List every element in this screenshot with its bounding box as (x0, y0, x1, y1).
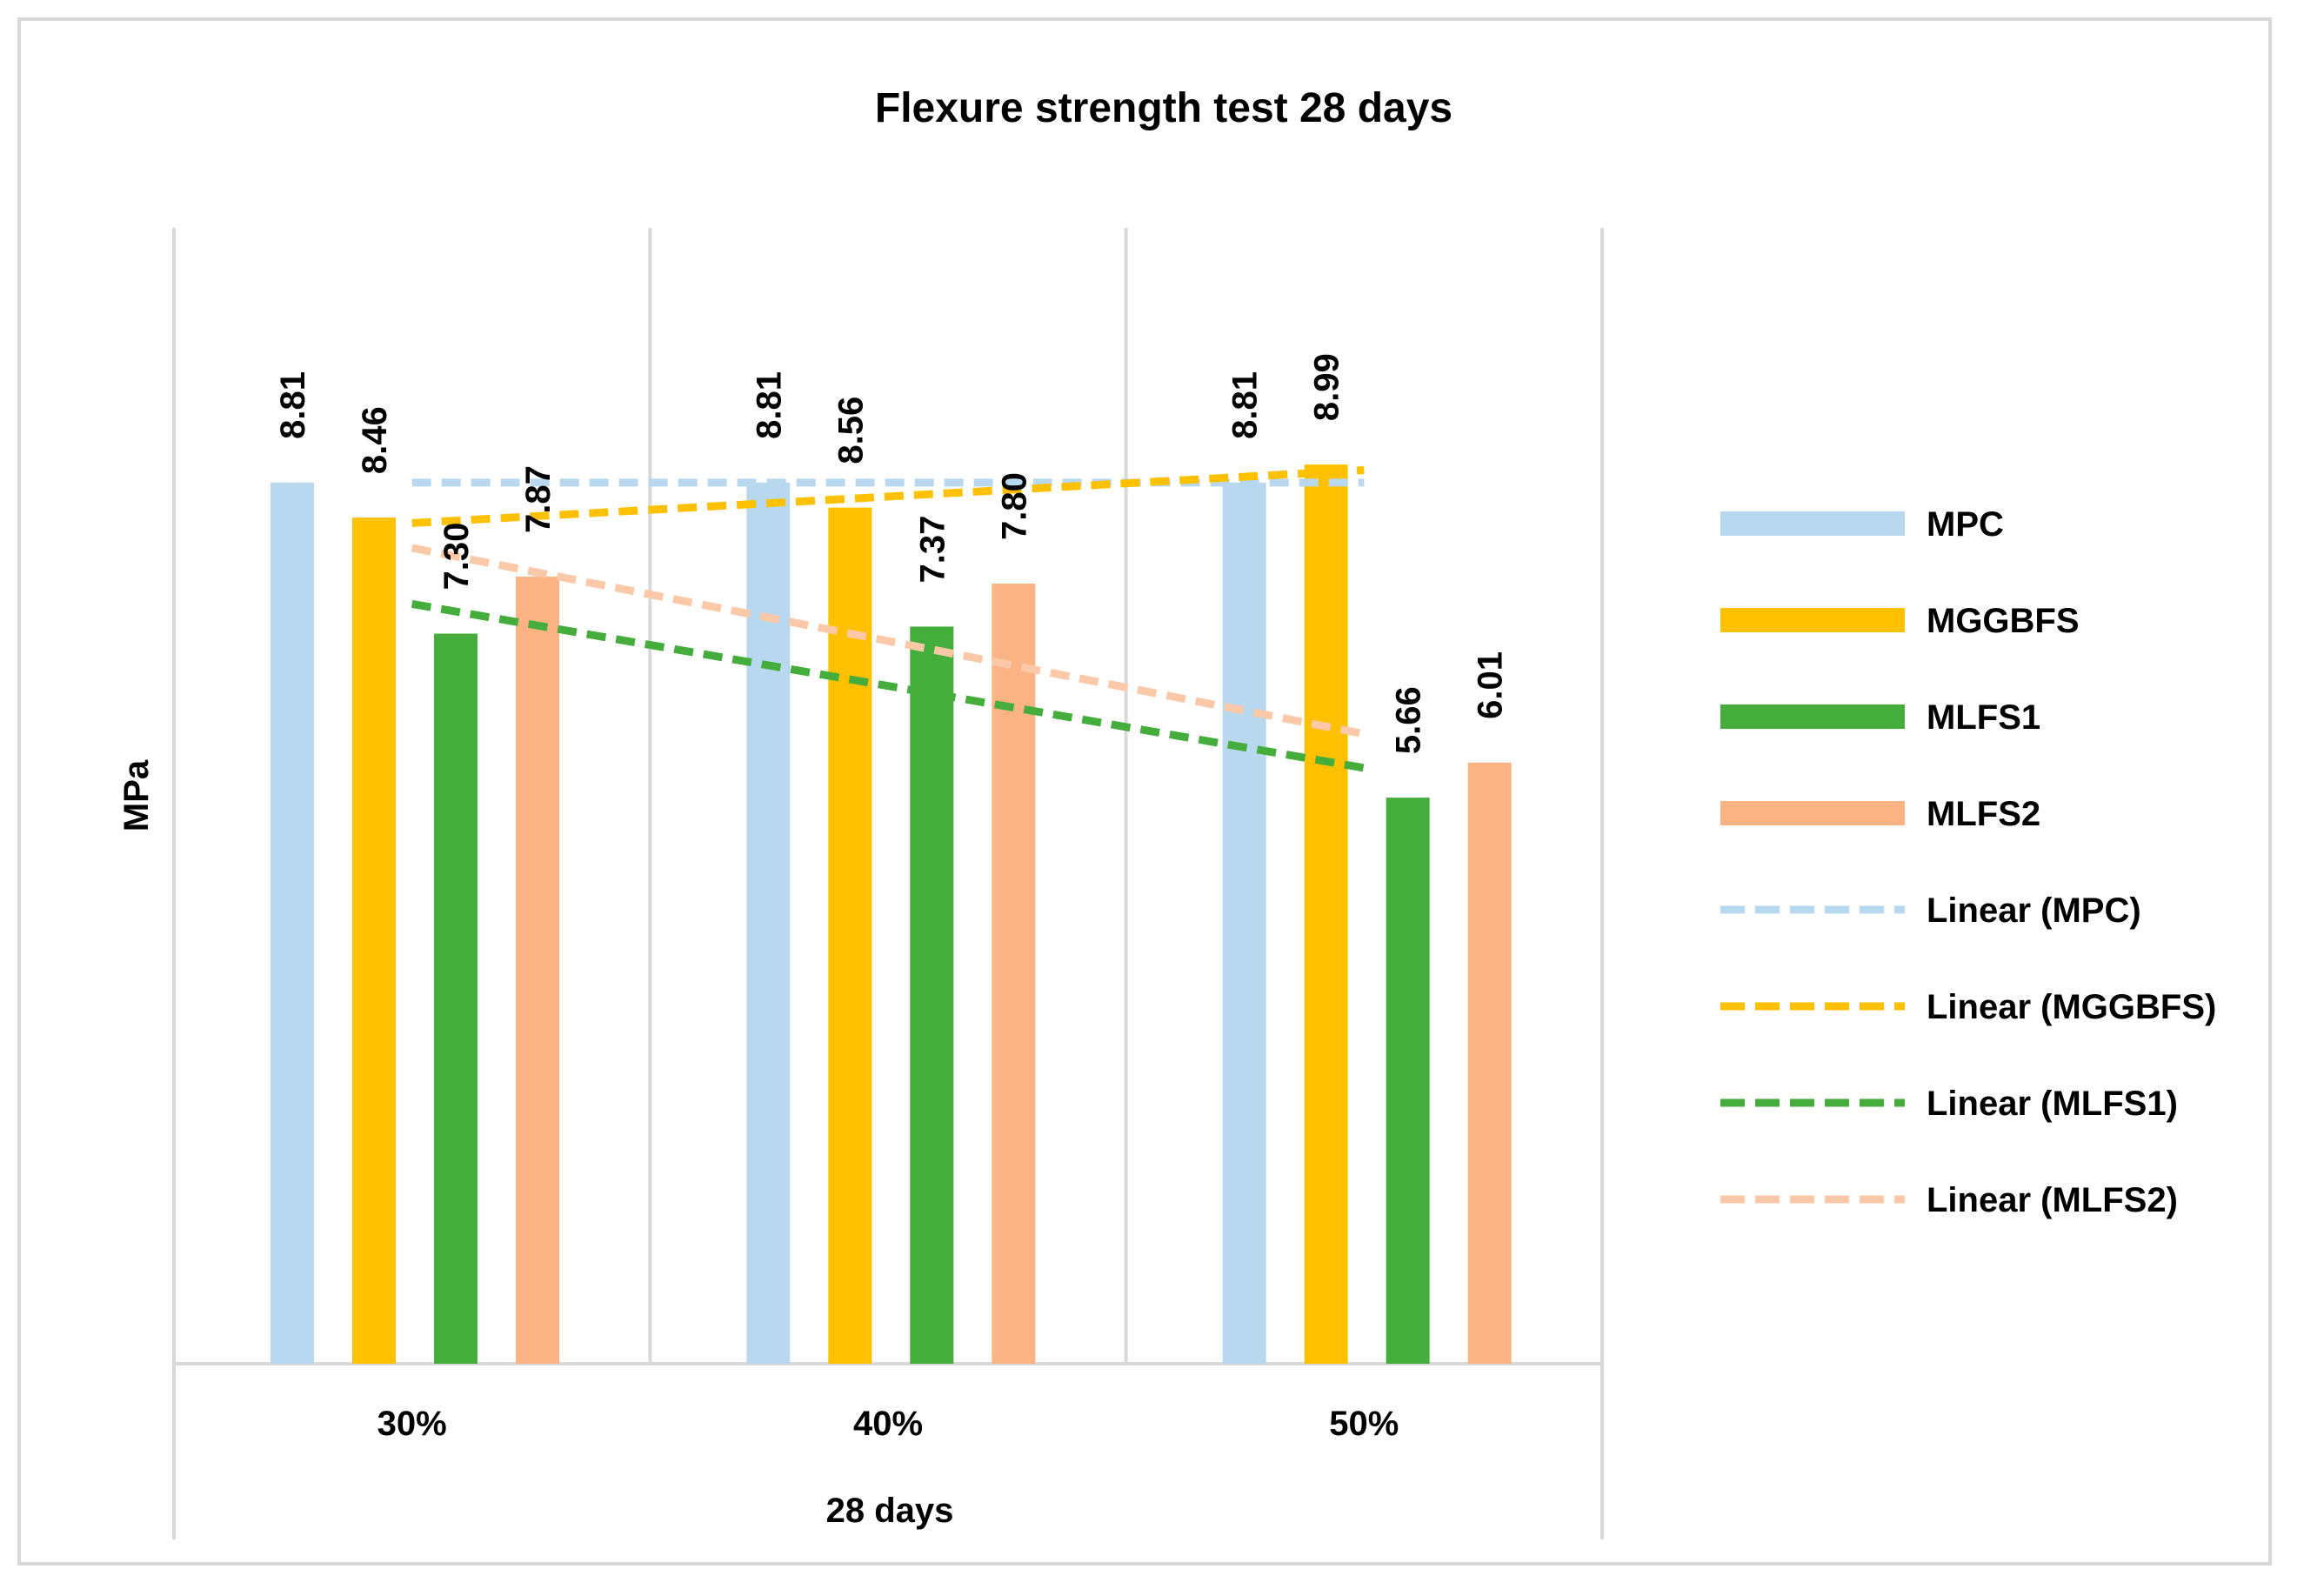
bar-mlfs1-3 (1386, 798, 1430, 1364)
data-label-mlfs1-1: 7.30 (437, 523, 476, 591)
x-axis-label: 28 days (826, 1492, 954, 1530)
legend-label-mlfs1: MLFS1 (1927, 698, 2040, 737)
data-label-mlfs2-2: 7.80 (995, 472, 1033, 540)
category-label-2: 40% (853, 1405, 923, 1443)
bar-mggbfs-1 (352, 517, 396, 1364)
data-label-mpc-3: 8.81 (1226, 371, 1265, 439)
data-label-mlfs1-2: 7.37 (913, 516, 952, 584)
bar-mlfs1-1 (434, 633, 477, 1364)
bar-mggbfs-2 (828, 507, 872, 1364)
trendline-mggbfs (411, 465, 1365, 527)
bar-mlfs2-2 (992, 584, 1036, 1364)
data-label-mggbfs-3: 8.99 (1308, 353, 1346, 421)
bar-mpc-2 (746, 482, 791, 1364)
legend-swatch-mlfs1 (1720, 704, 1905, 729)
legend-label-trend-4: Linear (MLFS2) (1927, 1181, 2178, 1219)
bar-mggbfs-3 (1304, 464, 1348, 1364)
bar-mlfs2-3 (1467, 762, 1512, 1364)
bar-mlfs1-2 (910, 626, 954, 1364)
y-axis-label: MPa (117, 759, 156, 831)
legend-swatch-mlfs2 (1720, 801, 1905, 825)
trendline-mlfs2 (411, 544, 1366, 738)
legend: MPC MGGBFS MLFS1 MLFS2 Linear (MPC) Linear (M… (1720, 505, 2216, 1219)
category-labels-layer: 30% 40% 50% (377, 1405, 1399, 1443)
legend-label-mggbfs: MGGBFS (1927, 602, 2080, 640)
data-label-mpc-2: 8.81 (750, 371, 788, 439)
trendlines-layer (411, 465, 1366, 772)
legend-swatch-mpc (1720, 511, 1905, 536)
legend-label-trend-1: Linear (MPC) (1927, 891, 2141, 930)
bars-layer (270, 464, 1512, 1364)
data-label-mggbfs-1: 8.46 (356, 406, 394, 474)
bar-mlfs2-1 (516, 576, 559, 1364)
legend-label-trend-3: Linear (MLFS1) (1927, 1085, 2178, 1123)
legend-swatch-mggbfs (1720, 608, 1905, 632)
trendline-mlfs1 (411, 599, 1366, 772)
legend-label-mlfs2: MLFS2 (1927, 795, 2040, 833)
legend-label-trend-2: Linear (MGGBFS) (1927, 988, 2216, 1026)
data-label-mpc-1: 8.81 (274, 371, 312, 439)
data-label-mggbfs-2: 8.56 (831, 397, 870, 464)
legend-label-mpc: MPC (1927, 505, 2004, 544)
bar-mpc-3 (1222, 482, 1266, 1364)
chart-title: Flexure strength test 28 days (875, 85, 1452, 131)
category-label-3: 50% (1329, 1405, 1399, 1443)
grid-layer (172, 228, 1604, 1539)
data-label-mlfs2-3: 6.01 (1472, 651, 1510, 719)
data-label-mlfs2-1: 7.87 (519, 465, 558, 533)
data-labels-layer: 8.81 8.81 8.81 8.46 8.56 8.99 7.30 7.37 5.66 7.87… (274, 353, 1510, 754)
category-label-1: 30% (377, 1405, 447, 1443)
bar-mpc-1 (270, 482, 314, 1364)
data-label-mlfs1-3: 5.66 (1390, 686, 1428, 754)
